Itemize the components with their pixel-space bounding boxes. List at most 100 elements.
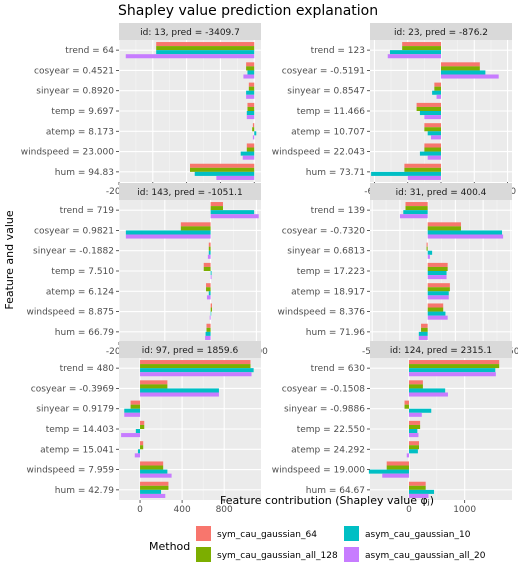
legend-swatch [196,547,211,562]
bar [408,380,423,385]
bar [427,283,450,288]
bar [194,171,255,176]
y-tick-label: trend = 64 [65,46,114,56]
y-tick-label: atemp = 18.917 [291,287,365,297]
bar [424,143,441,148]
bar [427,131,441,136]
bar [140,424,145,429]
bar [419,151,441,156]
bar [407,175,441,180]
bar [386,461,409,466]
bar [246,111,255,116]
bar [216,175,255,180]
bar [402,46,441,51]
facet-panel: id: 31, pred = 400.4-500-2500250500750tr… [278,183,518,357]
bar [427,287,450,292]
bar [427,291,449,296]
y-tick-label: temp = 7.510 [51,267,114,277]
y-tick-label: trend = 123 [311,46,365,56]
bar [406,453,409,458]
bar [432,90,441,95]
bar [408,372,496,377]
bar [419,111,441,116]
bar [246,66,255,71]
y-axis-label: Feature and value [3,210,16,310]
x-tick-label: 800 [216,505,233,515]
legend: Method sym_cau_gaussian_64 sym_cau_gaussi… [149,526,486,562]
bar [140,493,166,498]
bar [210,202,223,207]
bar [427,275,447,280]
bar [427,230,503,235]
bar [408,489,435,494]
bar [427,307,444,312]
bar [140,372,252,377]
bar [124,408,141,413]
bar [121,433,141,438]
bar [246,115,255,120]
bar [180,226,211,231]
bar [404,404,409,409]
bar [205,331,211,336]
legend-swatch [196,526,211,541]
bar [408,392,448,397]
bar [252,135,255,140]
bar [408,368,496,373]
bar [140,481,169,486]
bar [403,210,428,215]
y-tick-label: hum = 73.71 [306,168,365,178]
bar [371,171,441,176]
bar [427,250,433,255]
bar [408,445,420,450]
bar [427,266,448,271]
facet-panel: id: 97, pred = 1859.6 0 400 800 trend = 480 c… [27,341,261,515]
bar [426,242,428,247]
bar [408,481,426,486]
chart-title: Shapley value prediction explanation [118,3,378,19]
bar [246,90,255,95]
y-tick-label: trend = 480 [60,364,115,374]
y-tick-label: hum = 71.96 [306,328,365,338]
bar [140,441,144,446]
bar [252,123,255,128]
bar [208,291,211,296]
panel-strip [119,341,261,358]
x-tick-label: 1000 [453,505,476,515]
y-tick-label: temp = 14.403 [46,425,114,435]
bar [209,315,211,320]
bar [436,94,441,99]
bar [140,360,251,365]
legend-swatch [344,526,359,541]
bar [206,287,211,292]
bar [246,143,255,148]
x-tick-label: 0 [137,505,143,515]
y-tick-label: hum = 66.79 [55,328,114,338]
panel-strip-label: id: 143, pred = -1051.1 [137,188,242,198]
bar [431,135,441,140]
y-tick-label: hum = 42.79 [55,486,114,496]
y-tick-label: windspeed = 22.043 [272,148,365,158]
bar [135,429,141,434]
bar [408,485,426,490]
bar [427,234,504,239]
bar [125,54,255,59]
bar [140,380,168,385]
legend-entry-label: sym_cau_gaussian_all_128 [217,551,338,561]
bar [243,74,255,79]
bar [399,214,428,219]
y-tick-label: atemp = 24.292 [291,445,365,455]
bar [418,335,428,340]
bar [408,364,500,369]
legend-entry-label: sym_cau_gaussian_64 [217,530,317,540]
y-tick-label: cosyear = -0.1508 [282,384,365,394]
bar [180,222,211,227]
bar [247,106,255,111]
y-tick-label: atemp = 10.707 [291,127,365,137]
legend-title: Method [149,540,190,553]
bar [210,303,212,308]
facet-panel: id: 23, pred = -876.2-600-3000300600tren… [272,23,516,197]
bar [427,222,461,227]
x-tick-label: 400 [174,505,191,515]
bar [402,42,441,47]
bar [418,331,428,336]
